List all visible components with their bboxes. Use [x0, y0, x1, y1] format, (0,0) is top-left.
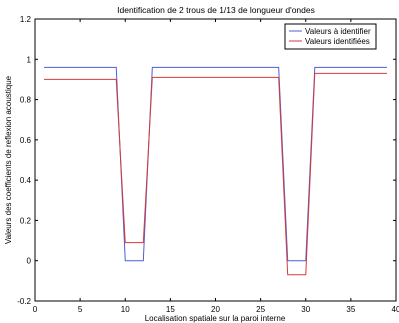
- x-tick-label: 40: [392, 305, 399, 314]
- x-tick-label: 25: [256, 305, 265, 314]
- x-axis: 0 5 10 15 20 25 30 35 40: [33, 19, 399, 314]
- legend-label-valeurs-a-identifier: Valeurs à identifier: [305, 27, 371, 36]
- series-line-valeurs-identifiees: [44, 72, 387, 276]
- x-tick-label: 10: [121, 305, 130, 314]
- y-tick-label: 0.6: [20, 136, 32, 145]
- x-tick-label: 20: [211, 305, 220, 314]
- y-tick-label: 1: [27, 55, 32, 64]
- y-tick-label: 1.2: [20, 15, 32, 24]
- legend-box: [284, 23, 377, 50]
- plot-area: [34, 18, 397, 302]
- x-tick-label: 0: [33, 305, 38, 314]
- y-axis: -0.2 0 0.2 0.4 0.6 0.8 1 1.2: [17, 15, 396, 306]
- x-tick-label: 15: [166, 305, 175, 314]
- x-tick-label: 5: [78, 305, 83, 314]
- y-tick-label: 0.8: [20, 96, 32, 105]
- x-tick-label: 35: [346, 305, 355, 314]
- y-tick-label: 0.4: [20, 176, 32, 185]
- x-tick-label: 30: [301, 305, 310, 314]
- chart-title: Identification de 2 trous de 1/13 de lon…: [117, 5, 315, 15]
- y-axis-label: Valeurs des coefficients de reflexion ac…: [4, 75, 13, 244]
- series-layer: [44, 66, 387, 276]
- y-tick-label: 0: [27, 257, 32, 266]
- legend-label-valeurs-identifiees: Valeurs identifiées: [305, 37, 370, 46]
- y-tick-label: -0.2: [17, 297, 31, 306]
- x-axis-label: Localisation spatiale sur la paroi inter…: [145, 314, 286, 323]
- y-tick-label: 0.2: [20, 216, 32, 225]
- legend: Valeurs à identifier Valeurs identifiées: [284, 23, 377, 50]
